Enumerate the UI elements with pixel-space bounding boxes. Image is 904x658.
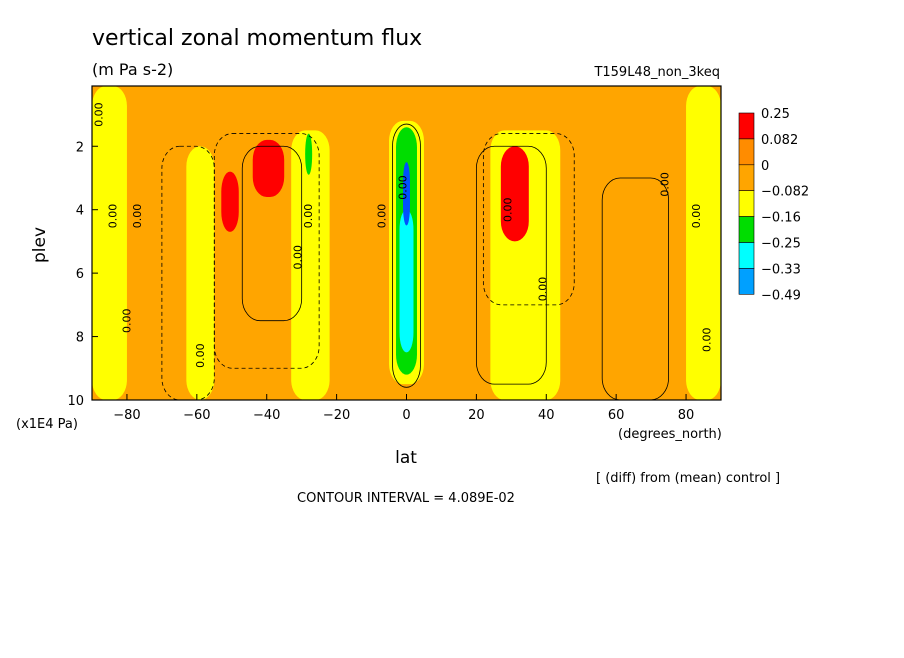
y-tick-label: 10 [67,394,84,409]
region-band-south-60 [186,146,215,400]
y-axis-ticks: 2 4 6 8 10 [67,140,98,409]
colorbar-swatch [738,268,755,295]
y-tick-label: 2 [76,140,84,155]
region-high-lat-north [686,86,721,400]
colorbar-swatch [738,242,755,269]
contour-line [482,133,575,306]
x-tick-label: −60 [183,408,210,423]
colorbar-label: 0 [761,159,769,174]
contour-label: 0.00 [131,204,144,229]
contour-interval: CONTOUR INTERVAL = 4.089E-02 [297,491,515,506]
region-band-south-30 [291,130,330,400]
contour-line [475,145,547,385]
y-tick-label: 6 [76,267,84,282]
run-label: T159L48_non_3keq [593,65,720,80]
region-equator-blue [403,162,410,226]
diff-note: [ (diff) from (mean) control ] [596,471,780,486]
x-tick-label: 60 [608,408,625,423]
x-tick-label: −80 [113,408,140,423]
region-max-north-30 [500,146,529,242]
contour-label: 0.00 [194,343,207,368]
filled-contours [92,86,721,400]
colorbar-label: 0.082 [761,133,798,148]
contour-label: 0.00 [92,102,105,127]
x-tick-label: −20 [323,408,350,423]
contour-label: 0.00 [120,308,133,333]
colorbar-label: 0.25 [761,107,790,122]
x-tick-label: 40 [538,408,555,423]
y-axis-units: (x1E4 Pa) [16,417,78,432]
contour-label: 0.00 [292,245,305,270]
colorbar-swatch [738,216,755,243]
contour-line [392,123,421,388]
contour-label: 0.00 [376,204,389,229]
region-equator-cyan [399,209,414,353]
contour-label: 0.00 [501,197,514,222]
colorbar-swatch [738,138,755,166]
x-tick-label: 80 [678,408,695,423]
colorbar-label: −0.49 [761,288,801,303]
region-green-south-28 [305,133,313,175]
colorbar: 0.25 0.082 0 −0.082 −0.16 −0.25 −0.33 −0.49 [738,107,809,303]
contour-label: 0.00 [302,204,315,229]
contour-label: 0.00 [536,277,549,302]
colorbar-label: −0.16 [761,211,801,226]
colorbar-swatch [738,112,755,140]
contour-labels: 0.00 0.00 0.00 0.00 0.00 0.00 0.00 0.00 0.00 0.00… [92,102,713,368]
x-tick-label: 20 [468,408,485,423]
chart-units: (m Pa s-2) [92,60,173,79]
colorbar-swatch [738,190,755,217]
colorbar-swatch [738,164,755,192]
colorbar-label: −0.33 [761,262,801,277]
y-tick-label: 8 [76,331,84,346]
x-tick-label: 0 [402,408,410,423]
contour-label: 0.00 [659,172,672,197]
contour-line [241,145,303,322]
region-max-south-50 [221,171,239,232]
y-axis-label: plev [30,227,50,263]
contour-label: 0.00 [397,175,410,200]
x-axis-label: lat [395,448,417,468]
x-axis-ticks: −80 −60 −40 −20 0 20 40 60 80 [113,394,694,423]
colorbar-label: −0.25 [761,237,801,252]
contour-label: 0.00 [690,204,703,229]
region-high-lat-south [92,86,127,400]
x-tick-label: −40 [253,408,280,423]
colorbar-label: −0.082 [761,185,809,200]
chart-title: vertical zonal momentum flux [92,26,422,51]
region-max-south-40 [252,139,285,198]
x-axis-units: (degrees_north) [618,427,722,442]
y-tick-label: 4 [76,204,84,219]
contour-label: 0.00 [701,327,714,352]
contour-label: 0.00 [106,204,119,229]
